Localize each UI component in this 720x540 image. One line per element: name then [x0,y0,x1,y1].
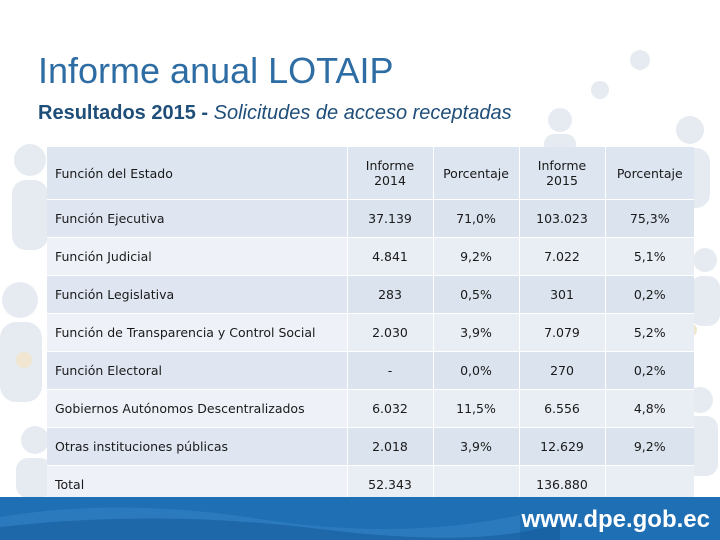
row-label: Otras instituciones públicas [47,427,347,466]
header-funcion: Función del Estado [47,147,347,200]
cell-porcentaje-2014: 11,5% [432,389,519,428]
cell-informe-2014: - [346,351,433,390]
cell-informe-2014: 6.032 [346,389,433,428]
table-row: Función Legislativa 283 0,5% 301 0,2% [47,275,694,314]
subtitle-bold: Resultados 2015 - [38,102,214,124]
footer-bar [0,497,720,540]
table-row: Otras instituciones públicas 2.018 3,9% … [47,427,694,466]
cell-informe-2015: 12.629 [518,427,605,466]
table-row: Función Electoral - 0,0% 270 0,2% [47,351,694,390]
cell-informe-2015: 301 [518,275,605,314]
header-porcentaje-2015: Porcentaje [604,147,694,200]
row-label: Gobiernos Autónomos Descentralizados [47,389,347,428]
cell-porcentaje-2015: 75,3% [604,199,694,238]
table-row: Función de Transparencia y Control Socia… [47,313,694,352]
page-title: Informe anual LOTAIP [38,50,394,91]
row-label: Función de Transparencia y Control Socia… [47,313,347,352]
footer-website-link[interactable]: www.dpe.gob.ec [521,506,710,533]
cell-porcentaje-2014: 71,0% [432,199,519,238]
table-row: Función Ejecutiva 37.139 71,0% 103.023 7… [47,199,694,238]
row-label: Función Legislativa [47,275,347,314]
cell-informe-2015: 6.556 [518,389,605,428]
cell-porcentaje-2015: 5,1% [604,237,694,276]
row-label: Función Electoral [47,351,347,390]
cell-informe-2014: 4.841 [346,237,433,276]
table-row: Función Judicial 4.841 9,2% 7.022 5,1% [47,237,694,276]
cell-porcentaje-2014: 0,5% [432,275,519,314]
cell-informe-2015: 7.022 [518,237,605,276]
row-label: Función Ejecutiva [47,199,347,238]
cell-informe-2014: 2.018 [346,427,433,466]
cell-porcentaje-2015: 5,2% [604,313,694,352]
footer-wave-decoration [0,507,560,540]
requests-table: Función del Estado Informe 2014 Porcenta… [47,147,694,504]
cell-porcentaje-2014: 3,9% [432,427,519,466]
cell-informe-2015: 103.023 [518,199,605,238]
cell-porcentaje-2015: 0,2% [604,351,694,390]
row-label: Función Judicial [47,237,347,276]
cell-informe-2014: 2.030 [346,313,433,352]
cell-porcentaje-2014: 3,9% [432,313,519,352]
cell-porcentaje-2015: 0,2% [604,275,694,314]
table-header-row: Función del Estado Informe 2014 Porcenta… [47,147,694,200]
cell-porcentaje-2014: 9,2% [432,237,519,276]
cell-porcentaje-2015: 4,8% [604,389,694,428]
header-informe-2014: Informe 2014 [346,147,433,200]
cell-informe-2015: 7.079 [518,313,605,352]
header-informe-2015: Informe 2015 [518,147,605,200]
cell-informe-2015: 270 [518,351,605,390]
cell-porcentaje-2015: 9,2% [604,427,694,466]
cell-porcentaje-2014: 0,0% [432,351,519,390]
cell-informe-2014: 37.139 [346,199,433,238]
subtitle-italic: Solicitudes de acceso receptadas [213,102,512,124]
cell-informe-2014: 283 [346,275,433,314]
page-subtitle: Resultados 2015 - Solicitudes de acceso … [38,102,512,125]
table-row: Gobiernos Autónomos Descentralizados 6.0… [47,389,694,428]
header-porcentaje-2014: Porcentaje [432,147,519,200]
